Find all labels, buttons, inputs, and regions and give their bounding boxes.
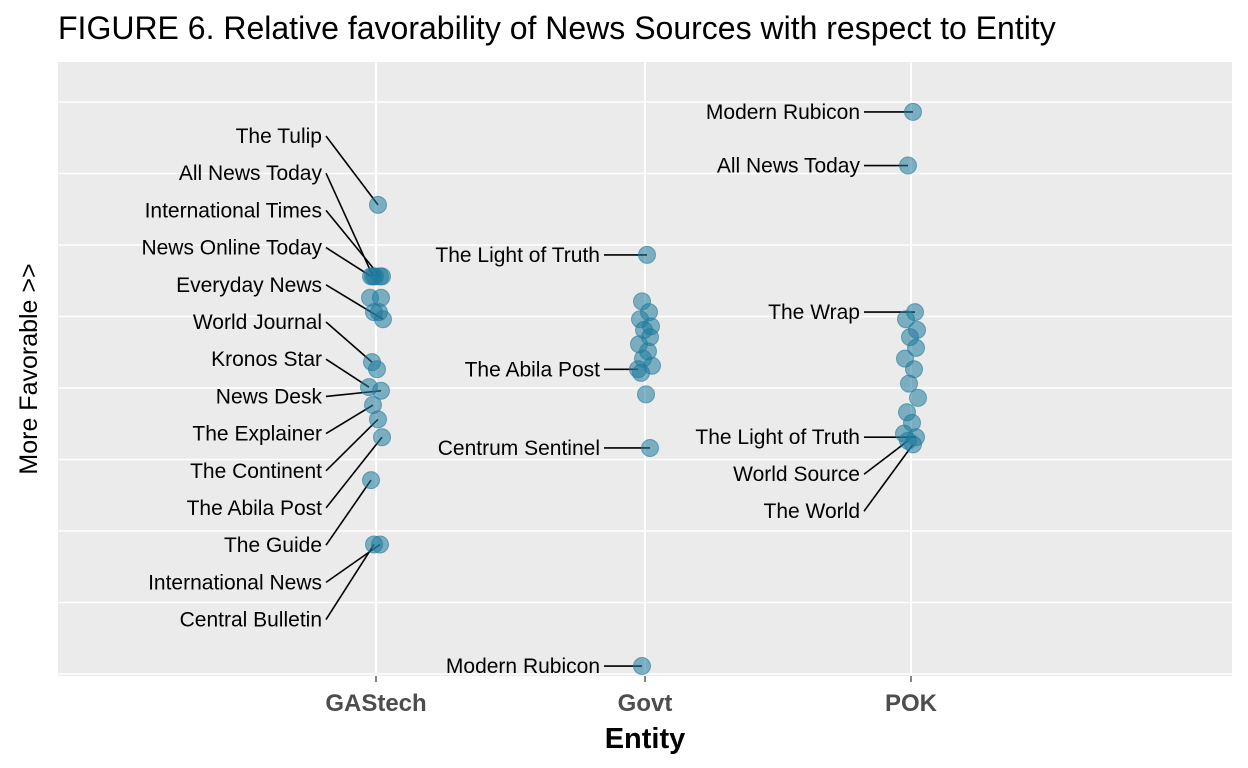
- point-pok: [904, 435, 922, 454]
- point-label-world-source: World Source: [733, 463, 860, 486]
- label-connector: [325, 404, 374, 435]
- label-connector: [325, 436, 383, 509]
- label-connector: [325, 321, 373, 363]
- point-label-kronos-star: Kronos Star: [211, 348, 322, 371]
- x-tick-label-govt: Govt: [618, 690, 673, 717]
- point-label-centrum-sentinel: Centrum Sentinel: [438, 437, 600, 460]
- point-label-world-journal: World Journal: [193, 311, 322, 334]
- point-govt: [637, 385, 655, 404]
- point-label-the-abila-post: The Abila Post: [465, 358, 601, 381]
- point-pok: [904, 102, 922, 121]
- point-pok: [897, 310, 915, 329]
- point-label-all-news-today: All News Today: [717, 155, 861, 178]
- point-gastech: [374, 310, 392, 329]
- label-connector: [325, 418, 379, 472]
- point-label-news-online-today: News Online Today: [141, 237, 322, 260]
- point-label-the-guide: The Guide: [224, 534, 322, 557]
- point-label-all-news-today: All News Today: [179, 162, 323, 185]
- point-label-the-explainer: The Explainer: [192, 423, 322, 446]
- point-govt: [633, 657, 651, 676]
- y-axis-title: More Favorable >>: [15, 263, 43, 474]
- point-gastech: [373, 428, 391, 447]
- chart-title: FIGURE 6. Relative favorability of News …: [58, 10, 1056, 46]
- point-gastech: [369, 410, 387, 429]
- point-pok: [900, 374, 918, 393]
- x-axis-ticks: GAStech Govt POK: [325, 676, 938, 717]
- x-tick-label-gastech: GAStech: [325, 690, 426, 717]
- label-connector: [325, 135, 379, 206]
- label-connector: [325, 544, 375, 621]
- point-label-the-wrap: The Wrap: [768, 301, 860, 324]
- point-label-the-abila-post: The Abila Post: [187, 497, 323, 520]
- point-label-the-light-of-truth: The Light of Truth: [435, 244, 600, 267]
- point-labels: The Tulip All News Today International Tim…: [141, 101, 860, 678]
- point-label-central-bulletin: Central Bulletin: [180, 609, 322, 632]
- point-gastech: [366, 267, 384, 286]
- point-label-news-desk: News Desk: [216, 385, 323, 408]
- x-tick-label-pok: POK: [885, 690, 938, 717]
- point-govt: [629, 360, 647, 379]
- point-pok: [909, 388, 927, 407]
- point-label-modern-rubicon: Modern Rubicon: [446, 655, 600, 678]
- label-connector: [863, 443, 914, 512]
- point-label-the-world: The World: [764, 500, 860, 523]
- point-gastech: [372, 381, 390, 400]
- point-label-international-times: International Times: [145, 199, 322, 222]
- point-gastech: [365, 535, 383, 554]
- point-gastech: [362, 471, 380, 490]
- point-label-everyday-news: Everyday News: [176, 274, 322, 297]
- point-pok: [907, 338, 925, 357]
- point-label-the-tulip: The Tulip: [236, 125, 322, 148]
- point-label-modern-rubicon: Modern Rubicon: [706, 101, 860, 124]
- point-govt: [638, 245, 656, 264]
- data-points: [360, 102, 927, 676]
- point-label-the-light-of-truth: The Light of Truth: [695, 426, 860, 449]
- point-label-international-news: International News: [148, 571, 322, 594]
- point-gastech: [369, 195, 387, 214]
- point-pok: [899, 156, 917, 175]
- x-axis-title: Entity: [605, 723, 686, 755]
- point-govt: [641, 438, 659, 457]
- label-connector: [325, 479, 372, 546]
- point-label-the-continent: The Continent: [190, 460, 322, 483]
- label-connector: [325, 209, 381, 277]
- label-connector: [863, 440, 909, 475]
- point-gastech: [368, 360, 386, 379]
